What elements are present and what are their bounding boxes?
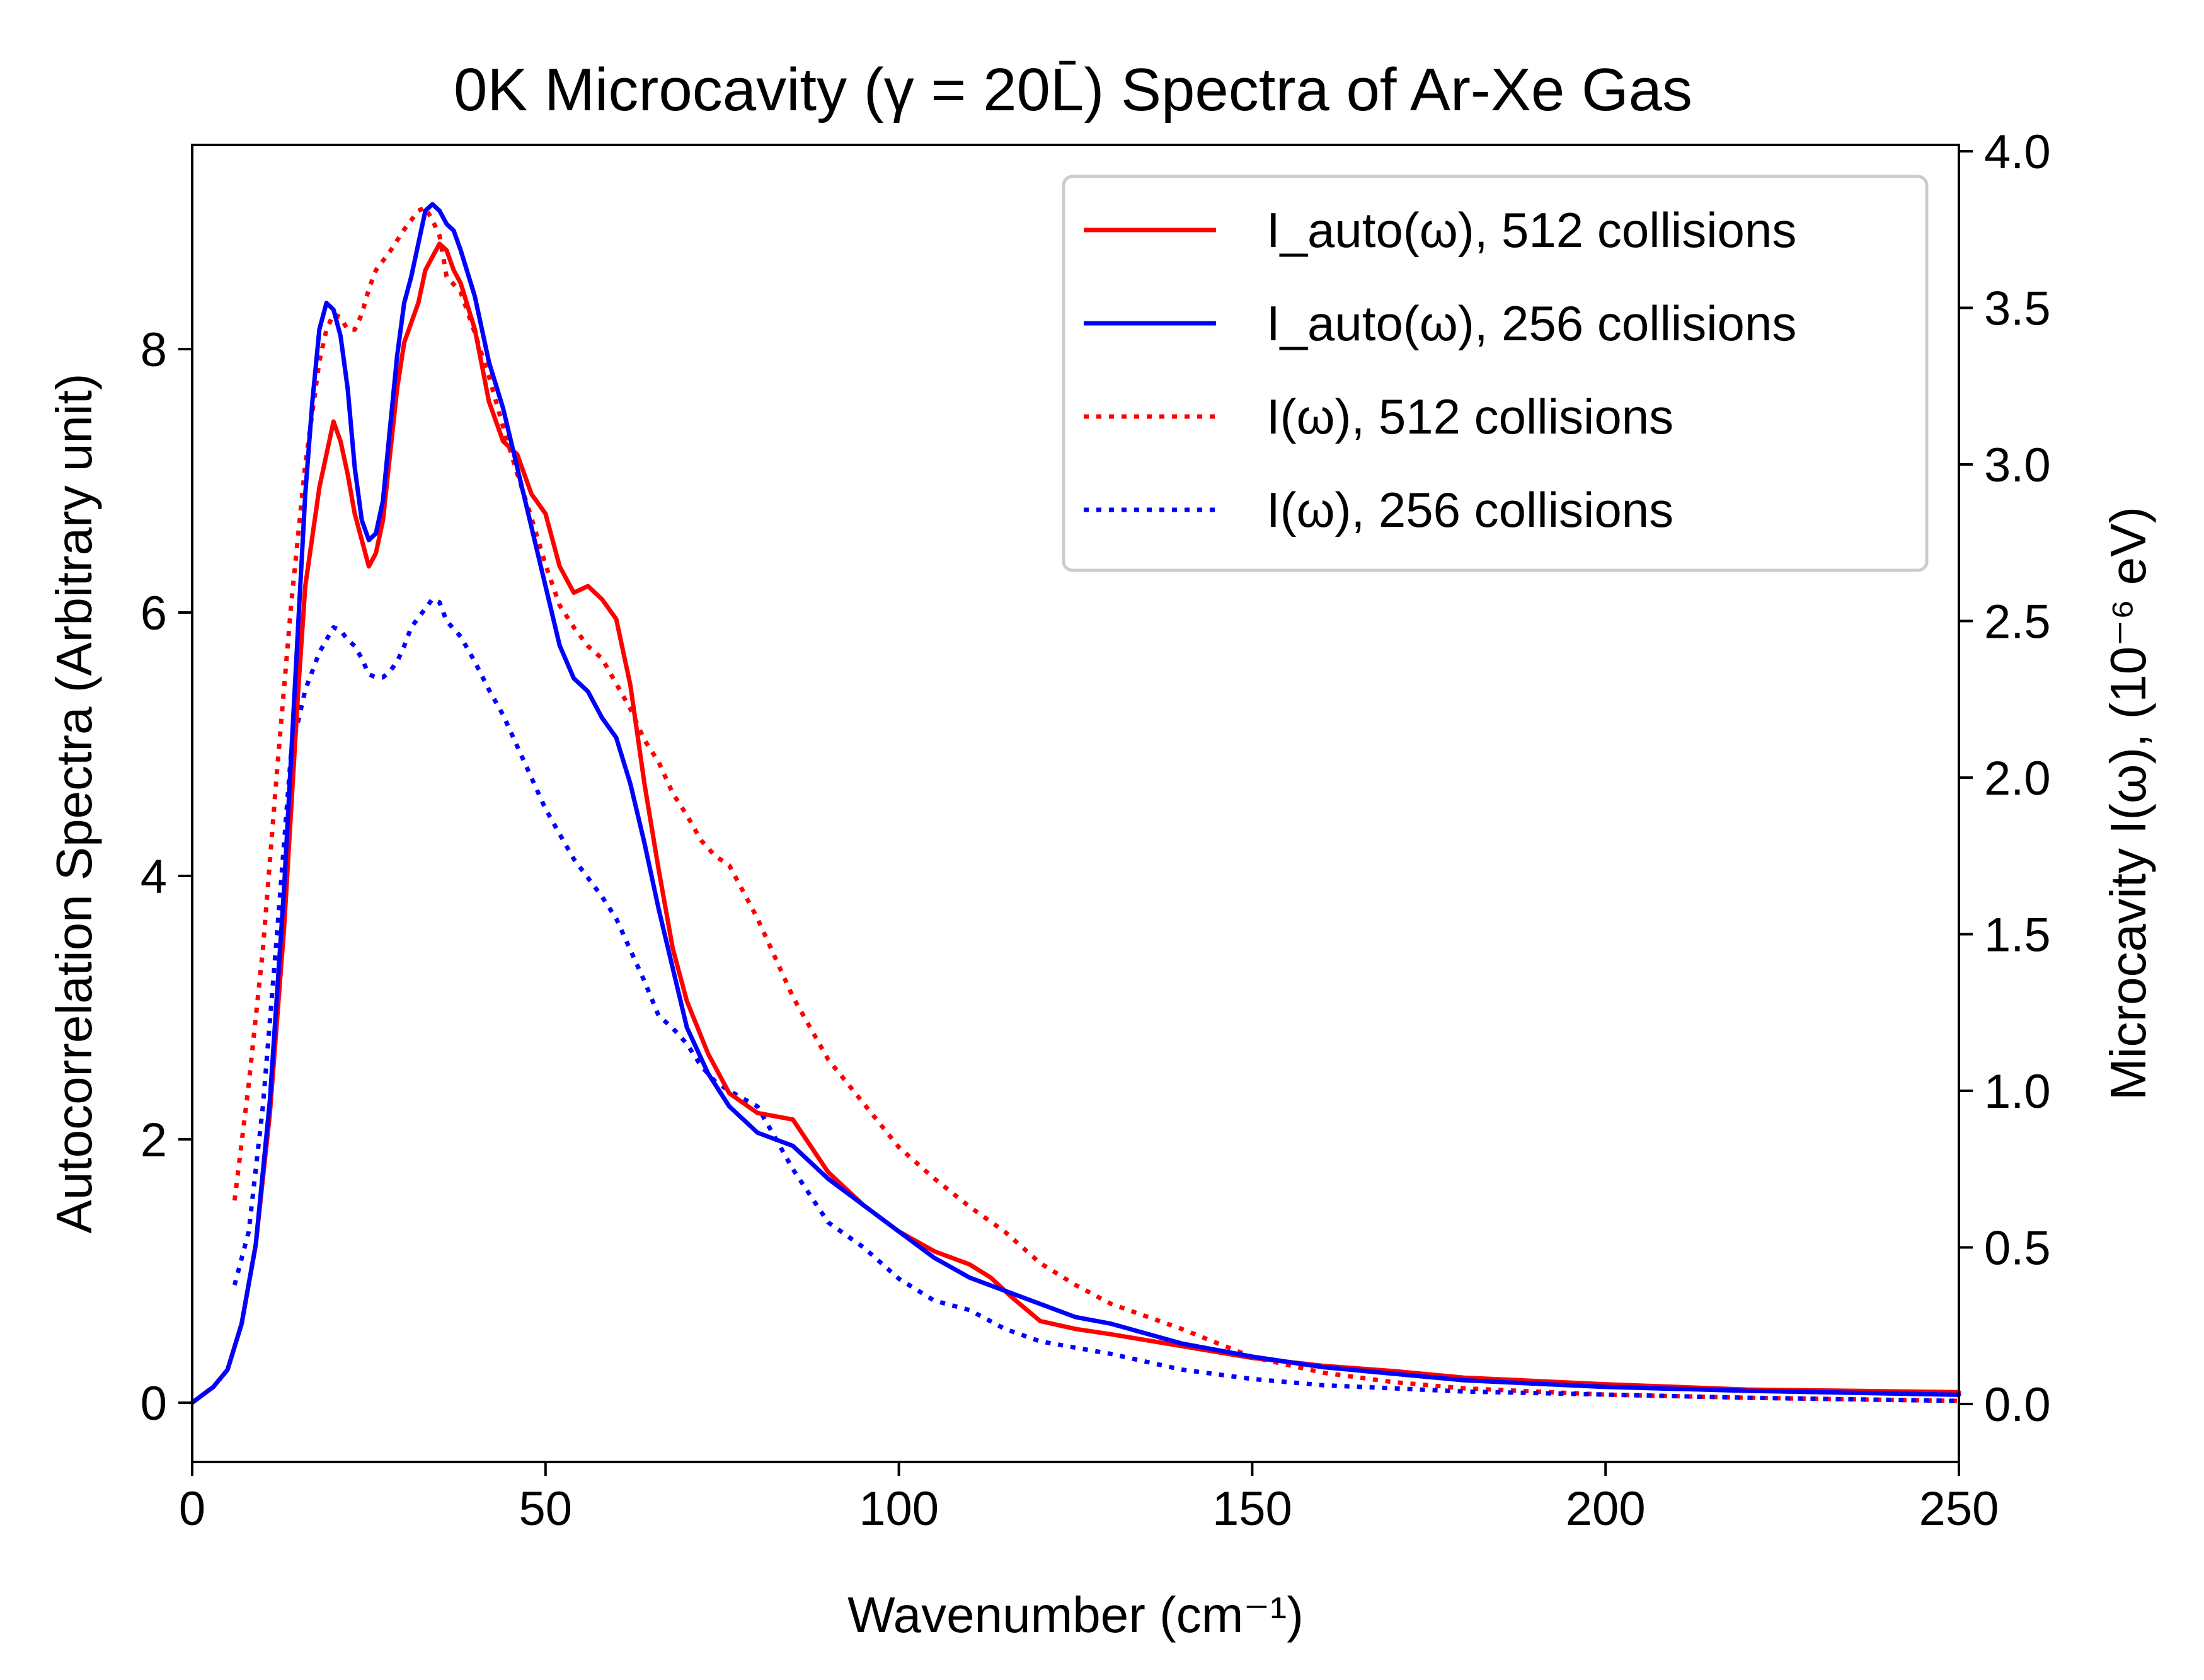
y-axis-left: 0 2 4 6 8: [141, 323, 192, 1430]
y-right-tick-label: 2.0: [1984, 752, 2051, 805]
y-right-tick-label: 1.5: [1984, 909, 2051, 962]
chart-title: 0K Microcavity (γ = 20L̄) Spectra of Ar-…: [454, 56, 1692, 124]
legend-label: I(ω), 256 collisions: [1266, 482, 1673, 538]
x-tick-label: 200: [1566, 1482, 1646, 1536]
y-left-tick-label: 2: [141, 1113, 167, 1167]
y-axis-right: 0.0 0.5 1.0 1.5 2.0 2.5 3.0 3.5 4.0: [1959, 125, 2051, 1432]
legend-box: [1062, 175, 1929, 572]
y-axis-left-label: Autocorrelation Spectra (Arbitrary unit): [46, 374, 102, 1234]
legend-label: I(ω), 512 collisions: [1266, 389, 1673, 444]
x-tick-label: 100: [859, 1482, 939, 1536]
series-line-1: [190, 202, 1961, 1405]
plot-frame: [191, 144, 1960, 1463]
legend: I_auto(ω), 512 collisions I_auto(ω), 256 …: [1062, 175, 1929, 572]
y-left-tick-label: 0: [141, 1377, 167, 1430]
y-right-tick-label: 2.5: [1984, 595, 2051, 648]
x-tick-label: 250: [1919, 1482, 1999, 1536]
y-right-tick-label: 0.5: [1984, 1222, 2051, 1275]
y-left-tick-label: 8: [141, 323, 167, 377]
y-right-tick-label: 3.5: [1984, 282, 2051, 335]
series-layer: [190, 202, 1961, 1405]
x-tick-label: 0: [179, 1482, 205, 1536]
y-left-tick-label: 4: [141, 850, 167, 904]
legend-label: I_auto(ω), 512 collisions: [1266, 202, 1796, 258]
y-right-tick-label: 0.0: [1984, 1378, 2051, 1432]
series-line-2: [232, 205, 1960, 1403]
x-axis: 0 50 100 150 200 250: [179, 1462, 1999, 1536]
x-axis-label: Wavenumber (cm⁻¹): [847, 1587, 1304, 1643]
x-tick-label: 50: [519, 1482, 573, 1536]
y-right-tick-label: 3.0: [1984, 439, 2051, 492]
y-axis-right-label: Microcavity I(ω), (10⁻⁶ eV): [2100, 507, 2156, 1100]
legend-label: I_auto(ω), 256 collisions: [1266, 296, 1796, 351]
x-tick-label: 150: [1212, 1482, 1292, 1536]
series-line-3: [232, 597, 1960, 1403]
y-right-tick-label: 1.0: [1984, 1065, 2051, 1119]
y-left-tick-label: 6: [141, 587, 167, 640]
y-right-tick-label: 4.0: [1984, 125, 2051, 179]
